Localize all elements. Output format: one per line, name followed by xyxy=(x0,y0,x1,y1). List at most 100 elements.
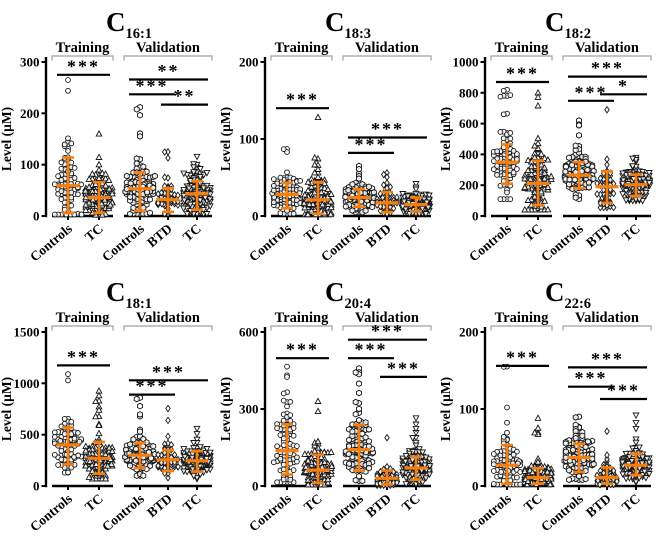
panel-title: C18:3 xyxy=(325,7,371,42)
scatter-points-controls xyxy=(269,146,304,217)
x-group-label: BTD xyxy=(363,491,394,520)
error-bar xyxy=(275,181,299,210)
section-bracket xyxy=(342,325,432,331)
significance-label: *** xyxy=(286,90,319,110)
panel-title: C20:4 xyxy=(325,277,371,312)
error-bar xyxy=(306,180,330,215)
y-tick-label: 200 xyxy=(20,106,39,121)
section-bracket xyxy=(51,325,114,331)
significance-label: *** xyxy=(67,347,100,367)
section-label: Training xyxy=(275,310,329,326)
significance-label: *** xyxy=(371,321,404,341)
error-bar xyxy=(526,466,550,485)
y-tick-label: 1000 xyxy=(452,55,478,70)
error-bar xyxy=(624,173,648,198)
panel-c18-2: C18:2 Training Validation 0 200 400 600 800 1000… xyxy=(439,0,658,270)
error-bar xyxy=(595,466,619,485)
x-group-label: TC xyxy=(399,491,423,515)
x-group-label: TC xyxy=(301,221,325,245)
x-group-label: Controls xyxy=(318,221,366,265)
y-tick-label: 500 xyxy=(20,427,39,442)
scatter-points-btd xyxy=(594,105,617,212)
significance-label: ** xyxy=(158,61,180,81)
section-label: Training xyxy=(56,40,110,56)
error-bar xyxy=(87,440,111,475)
error-bar xyxy=(375,190,399,214)
y-tick-label: 300 xyxy=(239,401,258,416)
section-label: Training xyxy=(275,40,329,56)
section-bracket xyxy=(342,55,432,61)
x-group-label: TC xyxy=(399,221,423,245)
panel-c20-4: C20:4 Training Validation 0 300 600 Level (µM)… xyxy=(219,270,438,540)
section-label: Validation xyxy=(575,40,639,56)
y-tick-label: 400 xyxy=(459,147,478,162)
x-group-label: TC xyxy=(619,491,643,515)
error-bar xyxy=(56,426,80,466)
significance-label: *** xyxy=(506,64,539,84)
error-bar xyxy=(128,441,152,470)
y-tick-label: 300 xyxy=(20,55,39,70)
section-bracket xyxy=(490,325,553,331)
significance-label: *** xyxy=(387,358,420,378)
error-bar xyxy=(375,469,399,486)
error-bar xyxy=(567,442,591,474)
y-tick-label: 0 xyxy=(472,208,479,223)
x-group-label: TC xyxy=(82,491,106,515)
section-label: Validation xyxy=(355,310,419,326)
significance-label: *** xyxy=(136,76,169,96)
error-bar xyxy=(56,156,80,215)
y-axis-label: Level (µM) xyxy=(219,377,233,441)
significance-label: *** xyxy=(574,82,607,102)
section-label: Training xyxy=(494,310,548,326)
y-tick-label: 100 xyxy=(459,401,478,416)
significance-label: * xyxy=(618,76,629,96)
x-group-label: BTD xyxy=(144,491,175,520)
error-bar xyxy=(156,448,180,473)
y-tick-label: 600 xyxy=(459,116,478,131)
x-group-label: Controls xyxy=(99,221,147,265)
section-label: Validation xyxy=(136,310,200,326)
y-tick-label: 100 xyxy=(239,131,258,146)
y-axis-label: Level (µM) xyxy=(439,107,453,171)
x-group-label: Controls xyxy=(466,221,514,265)
section-label: Validation xyxy=(136,40,200,56)
y-tick-label: 800 xyxy=(459,85,478,100)
x-group-label: TC xyxy=(619,221,643,245)
y-tick-label: 200 xyxy=(459,325,478,340)
x-group-label: Controls xyxy=(466,491,514,535)
error-bar xyxy=(624,452,648,477)
x-group-label: TC xyxy=(180,491,204,515)
x-group-label: BTD xyxy=(583,221,614,250)
significance-label: *** xyxy=(355,340,388,360)
x-group-label: TC xyxy=(82,221,106,245)
y-tick-label: 1500 xyxy=(14,325,40,340)
y-tick-label: 0 xyxy=(33,208,40,223)
significance-label: *** xyxy=(591,58,624,78)
x-group-label: TC xyxy=(521,221,545,245)
x-group-label: Controls xyxy=(27,491,75,535)
y-tick-label: 0 xyxy=(252,478,259,493)
section-label: Validation xyxy=(575,310,639,326)
error-bar xyxy=(306,453,330,485)
error-bar xyxy=(404,455,428,482)
panel-title: C16:1 xyxy=(106,7,152,42)
error-bar xyxy=(595,169,619,205)
y-tick-label: 600 xyxy=(239,325,258,340)
significance-label: *** xyxy=(67,56,100,76)
y-tick-label: 200 xyxy=(459,178,478,193)
significance-label: *** xyxy=(574,368,607,388)
x-group-label: TC xyxy=(301,491,325,515)
section-bracket xyxy=(51,55,114,61)
error-bar xyxy=(567,160,591,190)
error-bar xyxy=(185,449,209,473)
panel-c22-6: C22:6 Training Validation 0 100 200 Level (µM)… xyxy=(439,270,658,540)
panel-c16-1: C16:1 Training Validation 0 100 200 300 Level (… xyxy=(0,0,219,270)
x-group-label: BTD xyxy=(363,221,394,250)
error-bar xyxy=(404,196,428,213)
scatter-points-controls xyxy=(561,117,597,203)
x-group-label: Controls xyxy=(99,491,147,535)
